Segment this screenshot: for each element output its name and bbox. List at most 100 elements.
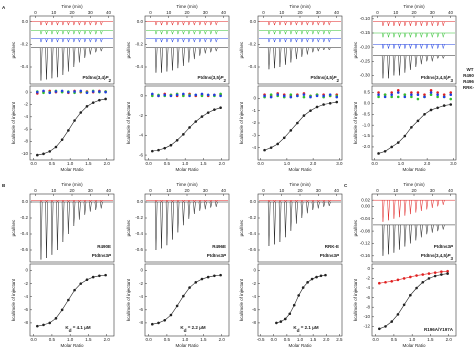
injection-peak (403, 55, 407, 73)
data-point (416, 97, 420, 101)
data-point (403, 134, 407, 138)
injection-peak (215, 47, 218, 53)
x-axis-label: Time (min) (61, 182, 83, 187)
data-point (157, 148, 160, 152)
x-tick-label: 1.0 (67, 161, 74, 166)
data-point (182, 294, 185, 298)
data-point (324, 273, 327, 277)
x-axis-label: Time (min) (176, 182, 198, 187)
y-tick-label: -0.5 (362, 111, 370, 116)
data-point (416, 93, 420, 97)
injection-peak (442, 224, 445, 230)
x-tick-label: 30 (316, 188, 322, 193)
x-tick-label: 2.0 (104, 337, 111, 342)
data-point (188, 94, 191, 98)
y-tick-label: -0.10 (360, 16, 371, 21)
injection-peak (72, 47, 76, 68)
annotation: R496E (212, 244, 226, 249)
injection-peak (165, 201, 169, 246)
annotation-part: P (336, 253, 340, 258)
injection-peak (387, 32, 390, 38)
y-tick-label: -4 (252, 145, 256, 150)
y-tick-label: -10 (21, 151, 28, 156)
y-tick-label: 0.00 (361, 204, 370, 209)
injection-peak (273, 201, 276, 245)
annotation: PtdIns3P (207, 253, 227, 258)
injection-peak (267, 47, 271, 70)
y-axis-label: kcal/mole of injectant (11, 278, 16, 321)
y-tick-label: -2 (366, 276, 370, 281)
injection-peak (273, 21, 276, 26)
data-point (98, 98, 101, 102)
y-tick-label: 0.0 (22, 19, 29, 24)
injection-peak (94, 38, 98, 43)
injection-peak (289, 47, 293, 63)
injection-peak (72, 21, 76, 26)
data-point (409, 293, 412, 297)
y-axis-label: µcal/sec (239, 41, 244, 58)
injection-peak (198, 47, 202, 56)
data-point (98, 274, 101, 278)
injection-peak (182, 38, 185, 43)
x-tick-label: 2.0 (104, 161, 111, 166)
data-point (73, 119, 76, 122)
injection-peak (209, 201, 213, 208)
injection-peak (387, 55, 390, 79)
injection-peak (300, 201, 304, 219)
injection-peak (317, 38, 320, 43)
injection-peak (171, 47, 174, 71)
data-point (423, 93, 426, 97)
annotation-part: d (297, 328, 300, 334)
data-point (409, 275, 412, 279)
y-axis-label: µcal/sec (126, 41, 131, 58)
x-tick-label: 20 (411, 10, 417, 15)
x-axis-label: Molar Ratio (402, 343, 426, 348)
injection-peak (328, 47, 331, 51)
data-point (322, 103, 325, 106)
y-axis-label: µcal/sec (353, 41, 358, 58)
plot-frame (257, 193, 343, 263)
annotation-part: K (180, 325, 184, 330)
y-axis-label: kcal/mole of injectant (239, 101, 244, 144)
annotation-part: 3 (450, 256, 453, 261)
injection-peak (295, 21, 298, 26)
data-point (403, 93, 407, 97)
fit-line (37, 274, 106, 327)
injection-peak (392, 224, 396, 253)
injection-peak (436, 224, 440, 232)
data-point (91, 275, 95, 279)
y-tick-label: -8 (24, 320, 28, 325)
injection-peak (171, 201, 174, 240)
injection-peak (204, 21, 207, 26)
y-tick-label: -0.4 (248, 231, 256, 236)
data-point (309, 95, 312, 99)
data-point (219, 92, 222, 96)
y-axis-label: kcal/mole of injectant (126, 278, 131, 321)
data-point (213, 274, 216, 278)
x-axis-label: Molar Ratio (288, 167, 312, 172)
injection-peak (284, 47, 287, 65)
data-point (429, 89, 433, 92)
x-tick-label: 2.5 (336, 337, 343, 342)
fit-line (276, 274, 326, 324)
data-point (42, 152, 45, 156)
data-point (446, 272, 449, 275)
injection-peak (306, 21, 309, 26)
injection-peak (100, 201, 103, 209)
injection-peak (442, 200, 445, 205)
y-tick-label: -0.4 (248, 64, 256, 69)
injection-peak (187, 38, 191, 43)
injection-peak (381, 200, 385, 222)
data-point (302, 93, 306, 96)
data-point (390, 95, 393, 99)
injection-peak (403, 32, 407, 38)
injection-peak (45, 38, 48, 43)
injection-peak (284, 38, 287, 43)
injection-peak (39, 21, 43, 26)
data-point (175, 304, 179, 308)
injection-peak (56, 201, 59, 251)
data-point (446, 269, 449, 273)
x-axis-label: Molar Ratio (288, 343, 312, 348)
injection-peak (160, 30, 163, 36)
injection-peak (278, 30, 282, 36)
